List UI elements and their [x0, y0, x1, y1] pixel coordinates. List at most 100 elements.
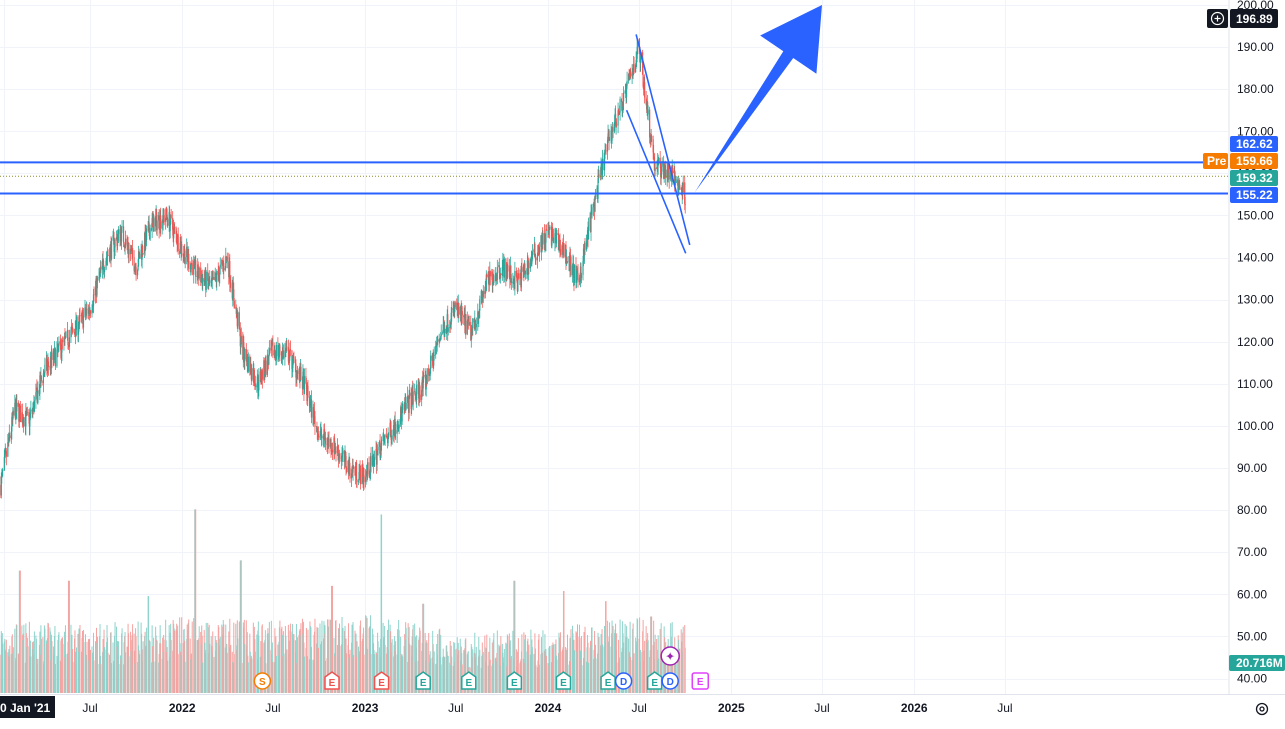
volume-bar	[421, 642, 423, 693]
volume-bar	[176, 623, 178, 693]
candle-body	[387, 434, 389, 444]
candle-body	[429, 368, 431, 376]
volume-bar	[195, 509, 197, 693]
volume-bar	[646, 642, 648, 693]
volume-bar	[522, 658, 524, 693]
event-marker-e[interactable]: E	[373, 671, 390, 690]
volume-bar	[327, 637, 329, 693]
volume-bar	[254, 651, 256, 693]
drawings[interactable]	[625, 5, 822, 254]
settings-icon[interactable]	[1255, 702, 1269, 716]
volume-bar	[16, 624, 18, 693]
event-marker-e[interactable]: E	[461, 671, 477, 690]
candle-body	[291, 367, 294, 369]
volume-bar	[527, 654, 529, 693]
event-marker-e[interactable]: E	[555, 671, 572, 690]
volume-bar	[366, 617, 368, 693]
event-marker-e[interactable]: E	[600, 671, 616, 690]
forecast-arrow[interactable]	[694, 5, 822, 193]
volume-bar	[243, 627, 245, 693]
chart-controls[interactable]	[1207, 9, 1269, 716]
candle-body	[357, 481, 360, 482]
volume-bar	[303, 656, 305, 693]
candle-body	[570, 256, 572, 276]
time-axis[interactable]: 0 Jan '21 Jul 2022 Jul 2023 Jul 2024 Jul 2025 Jul…	[0, 694, 1285, 729]
volume-bar	[330, 585, 332, 693]
channel-line-lower[interactable]	[625, 109, 687, 254]
candle-body	[151, 217, 153, 231]
volume-bar	[678, 639, 680, 693]
grid-lines	[0, 0, 1228, 694]
volume-bar	[166, 646, 168, 693]
volume-bar	[433, 662, 435, 693]
volume-bar	[102, 638, 104, 693]
candle-body	[223, 263, 225, 271]
volume-bar	[80, 651, 82, 693]
candle-body	[254, 382, 256, 384]
candle-body	[580, 266, 582, 278]
volume-bar	[102, 652, 104, 693]
volume-bar	[555, 639, 557, 693]
volume-bar	[594, 631, 596, 693]
candle-body	[139, 253, 141, 259]
volume-bar	[382, 622, 384, 693]
candle-body	[19, 405, 21, 423]
volume-bar	[106, 642, 108, 693]
volume-bar	[144, 635, 146, 693]
ideas-marker[interactable]: ✦	[660, 646, 680, 666]
volume-bar	[551, 648, 553, 693]
volume-bar	[440, 664, 442, 693]
candle-body	[9, 435, 11, 439]
candle-body	[628, 73, 630, 77]
event-marker-e[interactable]: E	[646, 671, 663, 690]
volume-bar	[229, 645, 231, 693]
volume-bar	[405, 622, 407, 693]
candle-body	[512, 281, 514, 284]
candle-body	[612, 127, 614, 132]
volume-bar	[355, 633, 357, 693]
volume-bar	[395, 641, 397, 693]
event-marker-e[interactable]: E	[506, 671, 523, 690]
volume-bar	[302, 633, 304, 693]
volume-bar	[513, 580, 515, 693]
candle-body	[361, 464, 364, 472]
volume-bar	[551, 644, 553, 693]
dividend-icon	[614, 672, 633, 690]
candle-body	[558, 246, 560, 251]
volume-bar	[77, 652, 79, 693]
volume-bar	[12, 653, 14, 693]
volume-bar	[19, 570, 21, 693]
event-markers[interactable]: S E E E E E E E D E D E✦	[253, 646, 710, 690]
candle-body	[92, 306, 94, 309]
volume-bar	[572, 665, 574, 693]
plus-circle-icon[interactable]	[1210, 11, 1225, 26]
candle-body	[18, 408, 20, 422]
event-marker-d[interactable]: D	[614, 672, 633, 690]
candle-body	[372, 454, 375, 466]
event-marker-s[interactable]: S	[253, 672, 272, 690]
candle-body	[81, 311, 83, 316]
event-marker-e-upcoming[interactable]: E	[691, 672, 710, 690]
candle-body	[28, 412, 30, 417]
candle-body	[146, 231, 148, 240]
candle-body	[631, 73, 633, 77]
event-marker-d[interactable]: D	[661, 672, 679, 690]
volume-bar	[404, 634, 406, 693]
candle-body	[535, 258, 537, 261]
event-marker-e[interactable]: E	[415, 671, 431, 690]
volume-bar	[236, 645, 238, 693]
volume-bar	[156, 640, 158, 693]
event-marker-e[interactable]: E	[324, 671, 340, 690]
channel-line-upper[interactable]	[635, 34, 691, 246]
candle-body	[166, 207, 168, 215]
candle-body	[67, 330, 69, 345]
volume-bar	[443, 657, 445, 693]
volume-bar	[597, 653, 599, 693]
candle-body	[498, 265, 500, 274]
volume-bar	[317, 627, 319, 693]
price-axis[interactable]: 40.0050.0060.0070.0080.0090.00100.00110.…	[1228, 0, 1285, 694]
volume-bar	[484, 647, 486, 693]
candle-body	[78, 324, 80, 330]
